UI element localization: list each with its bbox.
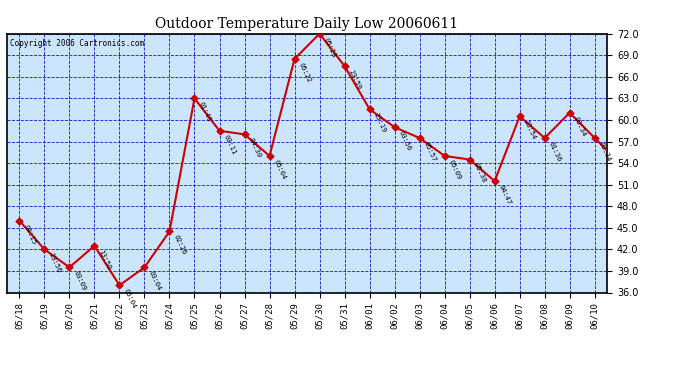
Text: 04:30: 04:30 xyxy=(247,137,262,159)
Text: 05:57: 05:57 xyxy=(422,141,437,162)
Text: 05:28: 05:28 xyxy=(322,36,337,58)
Text: 23:59: 23:59 xyxy=(347,69,362,91)
Text: 05:38: 05:38 xyxy=(473,162,487,184)
Text: 02:26: 02:26 xyxy=(172,234,187,256)
Point xyxy=(114,282,125,288)
Text: 04:47: 04:47 xyxy=(497,184,512,206)
Point xyxy=(589,135,600,141)
Text: 23:54: 23:54 xyxy=(522,119,537,141)
Point xyxy=(39,246,50,252)
Text: 03:34: 03:34 xyxy=(573,116,587,137)
Text: 23:56: 23:56 xyxy=(47,252,61,274)
Point xyxy=(14,217,25,223)
Point xyxy=(189,96,200,102)
Text: 03:56: 03:56 xyxy=(397,130,412,152)
Point xyxy=(314,31,325,37)
Point xyxy=(339,63,350,69)
Text: 05:22: 05:22 xyxy=(297,62,312,84)
Point xyxy=(164,228,175,234)
Point xyxy=(89,243,100,249)
Text: 01:48: 01:48 xyxy=(197,101,212,123)
Point xyxy=(539,135,550,141)
Text: Copyright 2006 Cartronics.com: Copyright 2006 Cartronics.com xyxy=(10,39,144,48)
Text: 03:09: 03:09 xyxy=(72,270,87,292)
Text: 03:11: 03:11 xyxy=(222,134,237,155)
Point xyxy=(389,124,400,130)
Point xyxy=(614,160,625,166)
Point xyxy=(514,113,525,119)
Text: 03:04: 03:04 xyxy=(147,270,161,292)
Text: 00:00: 00:00 xyxy=(0,374,1,375)
Point xyxy=(64,264,75,270)
Text: 04:15: 04:15 xyxy=(22,224,37,245)
Point xyxy=(439,153,450,159)
Point xyxy=(464,156,475,162)
Text: 05:04: 05:04 xyxy=(122,288,137,310)
Text: 13:50: 13:50 xyxy=(97,249,112,270)
Point xyxy=(639,164,650,170)
Point xyxy=(239,131,250,137)
Point xyxy=(414,135,425,141)
Title: Outdoor Temperature Daily Low 20060611: Outdoor Temperature Daily Low 20060611 xyxy=(155,17,459,31)
Point xyxy=(364,106,375,112)
Text: 01:36: 01:36 xyxy=(547,141,562,162)
Point xyxy=(564,110,575,116)
Point xyxy=(139,264,150,270)
Text: 05:09: 05:09 xyxy=(447,159,462,180)
Point xyxy=(264,153,275,159)
Point xyxy=(489,178,500,184)
Point xyxy=(289,56,300,62)
Text: 05:04: 05:04 xyxy=(273,159,287,180)
Text: 03:34: 03:34 xyxy=(598,141,612,162)
Point xyxy=(214,128,225,134)
Text: 23:50: 23:50 xyxy=(0,374,1,375)
Text: 23:19: 23:19 xyxy=(373,112,387,134)
